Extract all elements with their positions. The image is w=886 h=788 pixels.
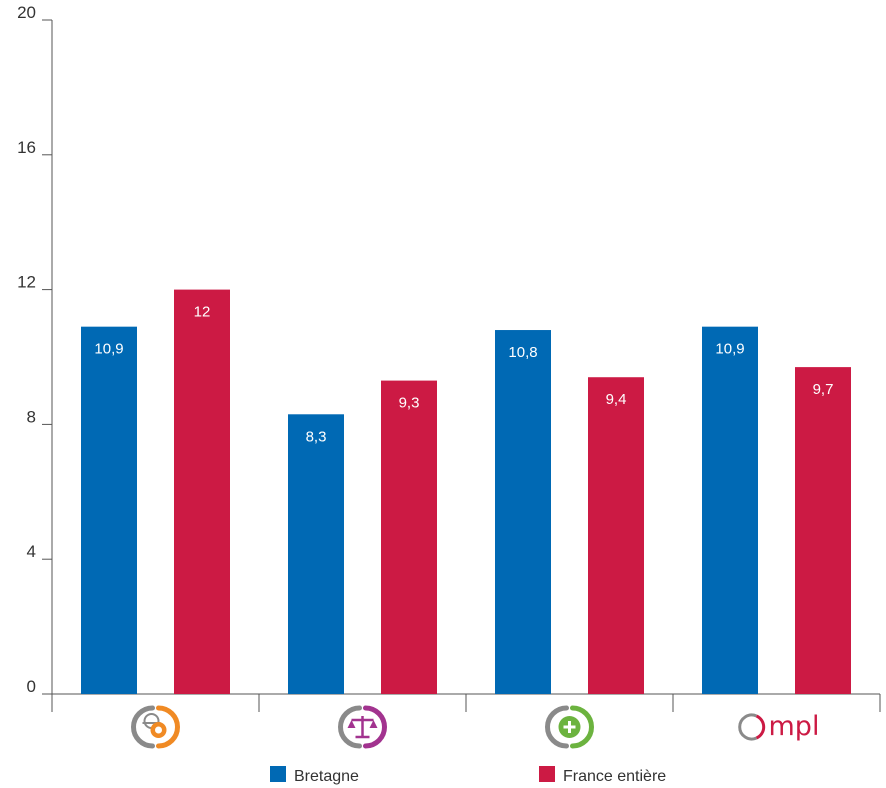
professions-juridiques-icon-badge [338, 705, 387, 749]
y-tick-label: 20 [17, 3, 36, 22]
bar-bretagne [81, 326, 137, 694]
bar-value-label: 9,7 [813, 381, 834, 398]
y-axis: 0 4 8 12 16 20 [17, 3, 53, 696]
professions-techniques-icon-badge [131, 705, 180, 749]
bar-bretagne [702, 326, 758, 694]
category-icons: mpl [131, 705, 820, 749]
bar-bretagne [495, 330, 551, 694]
y-tick-label: 8 [27, 407, 36, 426]
icon-ring-right [363, 705, 387, 749]
professions-sante-icon-badge [545, 705, 594, 749]
bar-france-entiere [381, 380, 437, 694]
ompl-logo-text: mpl [769, 711, 820, 742]
bar-value-label: 9,4 [606, 391, 627, 408]
bar-value-label: 12 [194, 304, 211, 321]
bar-france-entiere [795, 367, 851, 694]
legend: Bretagne France entière [270, 766, 666, 785]
bars: 10,9 8,3 10,8 10,9 12 9,3 9,4 9,7 [81, 289, 851, 694]
y-tick-label: 0 [27, 677, 36, 696]
legend-swatch [270, 766, 286, 782]
icon-ring-left [338, 705, 362, 749]
bar-france-entiere [588, 377, 644, 694]
x-axis [51, 693, 881, 712]
y-tick-label: 4 [27, 542, 36, 561]
ompl-o-left-icon [738, 713, 758, 741]
gear-hole-icon [155, 726, 162, 734]
bar-value-label: 10,9 [94, 341, 123, 358]
bar-value-label: 10,8 [508, 344, 537, 361]
legend-swatch [539, 766, 555, 782]
scales-pan-left-icon [347, 720, 356, 728]
ompl-o-right-icon [755, 714, 766, 740]
bar-value-label: 8,3 [306, 428, 327, 445]
bar-value-label: 10,9 [715, 341, 744, 358]
legend-label: France entière [563, 768, 666, 785]
bar-france-entiere [174, 289, 230, 694]
scales-pan-right-icon [369, 720, 378, 728]
icon-ring-right [570, 705, 594, 749]
y-tick-label: 12 [17, 273, 36, 292]
legend-label: Bretagne [294, 768, 359, 785]
icon-ring-left [545, 705, 569, 749]
icon-ring-left [131, 705, 155, 749]
icon-ring-right [156, 705, 180, 749]
bar-value-label: 9,3 [399, 395, 420, 412]
ompl-logo: mpl [738, 711, 820, 742]
y-tick-label: 16 [17, 138, 36, 157]
bar-bretagne [288, 414, 344, 694]
